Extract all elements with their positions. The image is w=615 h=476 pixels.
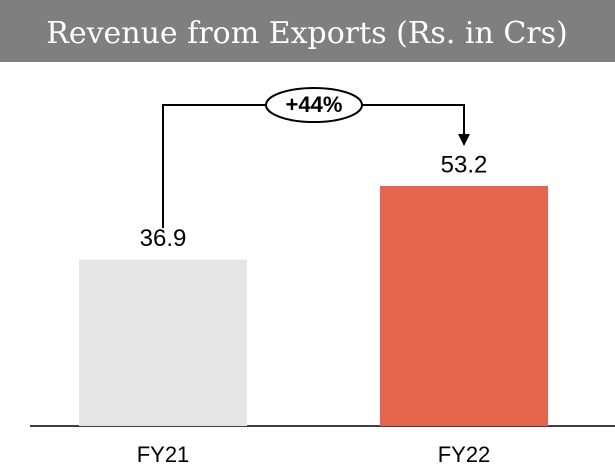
annotation: +44% <box>286 92 343 117</box>
annotation-arrow <box>362 104 470 146</box>
data-label: 36.9 <box>140 225 187 252</box>
annotation-bubble <box>265 87 363 123</box>
data-label: 53.2 <box>441 151 488 178</box>
bar <box>380 186 548 426</box>
bar <box>79 259 247 426</box>
x-tick-label: FY21 <box>137 442 190 467</box>
x-tick-label: FY22 <box>438 442 491 467</box>
annotation-line <box>162 104 266 228</box>
title-banner <box>0 0 615 62</box>
chart-title: Revenue from Exports (Rs. in Crs) <box>46 16 567 51</box>
